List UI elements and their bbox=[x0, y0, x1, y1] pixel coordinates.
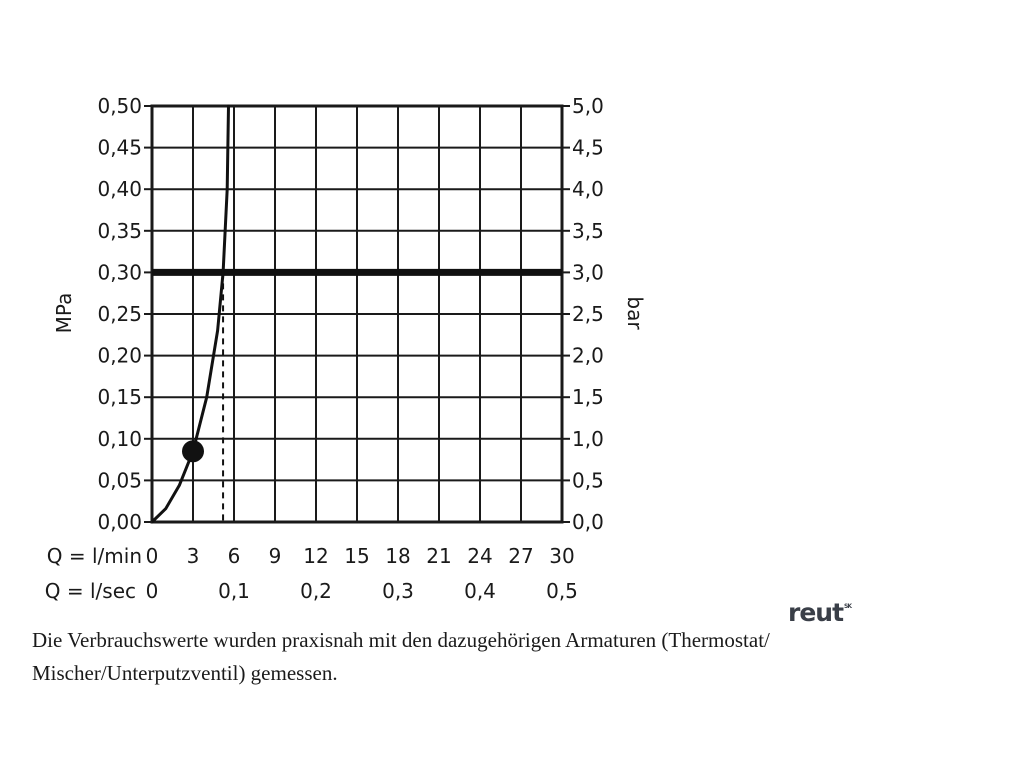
x-secondary-tick-label: 0,1 bbox=[218, 579, 250, 603]
left-tick-label: 0,35 bbox=[97, 219, 142, 243]
x-primary-tick-label: 0 bbox=[146, 544, 159, 568]
left-tick-label: 0,20 bbox=[97, 344, 142, 368]
left-axis-ticks: 0,00 0,05 0,10 0,15 0,20 0,25 0,30 0,35 0,40 0,45… bbox=[97, 94, 152, 534]
x-primary-tick-label: 6 bbox=[228, 544, 241, 568]
brand-logo: reutSK bbox=[788, 598, 852, 627]
left-tick-label: 0,00 bbox=[97, 510, 142, 534]
x-secondary-axis-label: Q = l/sec bbox=[45, 579, 136, 603]
right-tick-label: 4,5 bbox=[572, 136, 604, 160]
right-tick-label: 0,5 bbox=[572, 468, 604, 492]
pressure-flow-chart: 0,000,050,100,150,200,250,300,350,400,45… bbox=[45, 94, 647, 603]
left-tick-label: 0,50 bbox=[97, 94, 142, 118]
x-secondary-tick-label: 0,4 bbox=[464, 579, 496, 603]
x-secondary-tick-label: 0,5 bbox=[546, 579, 578, 603]
left-tick-label: 0,05 bbox=[97, 468, 142, 492]
caption-line-1: Die Verbrauchswerte wurden praxisnah mit… bbox=[32, 628, 770, 652]
right-tick-label: 4,0 bbox=[572, 177, 604, 201]
right-tick-label: 2,0 bbox=[572, 344, 604, 368]
left-tick-label: 0,10 bbox=[97, 427, 142, 451]
x-primary-tick-label: 3 bbox=[187, 544, 200, 568]
x-primary-tick-label: 18 bbox=[385, 544, 410, 568]
x-primary-tick-label: 30 bbox=[549, 544, 574, 568]
right-tick-label: 1,0 bbox=[572, 427, 604, 451]
left-tick-label: 0,25 bbox=[97, 302, 142, 326]
x-secondary-tick-label: 0,3 bbox=[382, 579, 414, 603]
x-primary-tick-label: 27 bbox=[508, 544, 533, 568]
left-tick-label: 0,30 bbox=[97, 260, 142, 284]
x-secondary-tick-label: 0,2 bbox=[300, 579, 332, 603]
series-group bbox=[150, 104, 230, 524]
x-axis-ticks: Q = l/min 0 3 6 9 12 15 18 21 24 27 30 Q = l/sec 0 0,1… bbox=[45, 544, 578, 603]
right-tick-label: 3,0 bbox=[572, 260, 604, 284]
x-primary-tick-label: 24 bbox=[467, 544, 492, 568]
x-primary-tick-label: 9 bbox=[269, 544, 282, 568]
left-tick-label: 0,45 bbox=[97, 136, 142, 160]
left-axis-title: MPa bbox=[52, 293, 76, 334]
right-axis-ticks: 0,0 0,5 1,0 1,5 2,0 2,5 3,0 3,5 4,0 4,5 5,0 bbox=[562, 94, 604, 534]
logo-text: reut bbox=[788, 598, 844, 627]
x-primary-tick-label: 21 bbox=[426, 544, 451, 568]
right-tick-label: 2,5 bbox=[572, 302, 604, 326]
series-line bbox=[150, 104, 230, 524]
chart-grid bbox=[150, 104, 564, 524]
right-tick-label: 5,0 bbox=[572, 94, 604, 118]
left-tick-label: 0,40 bbox=[97, 177, 142, 201]
logo-superscript: SK bbox=[844, 603, 852, 610]
right-tick-label: 3,5 bbox=[572, 219, 604, 243]
caption: Die Verbrauchswerte wurden praxisnah mit… bbox=[32, 624, 932, 690]
x-secondary-tick-label: 0 bbox=[146, 579, 159, 603]
reference-line-group bbox=[152, 268, 562, 522]
x-primary-axis-label: Q = l/min bbox=[47, 544, 142, 568]
left-tick-label: 0,15 bbox=[97, 385, 142, 409]
caption-line-2: Mischer/Unterputzventil) gemessen. bbox=[32, 661, 338, 685]
right-tick-label: 1,5 bbox=[572, 385, 604, 409]
right-axis-title: bar bbox=[623, 296, 647, 330]
x-primary-tick-label: 15 bbox=[344, 544, 369, 568]
right-tick-label: 0,0 bbox=[572, 510, 604, 534]
x-primary-tick-label: 12 bbox=[303, 544, 328, 568]
operating-point-marker bbox=[182, 440, 204, 463]
